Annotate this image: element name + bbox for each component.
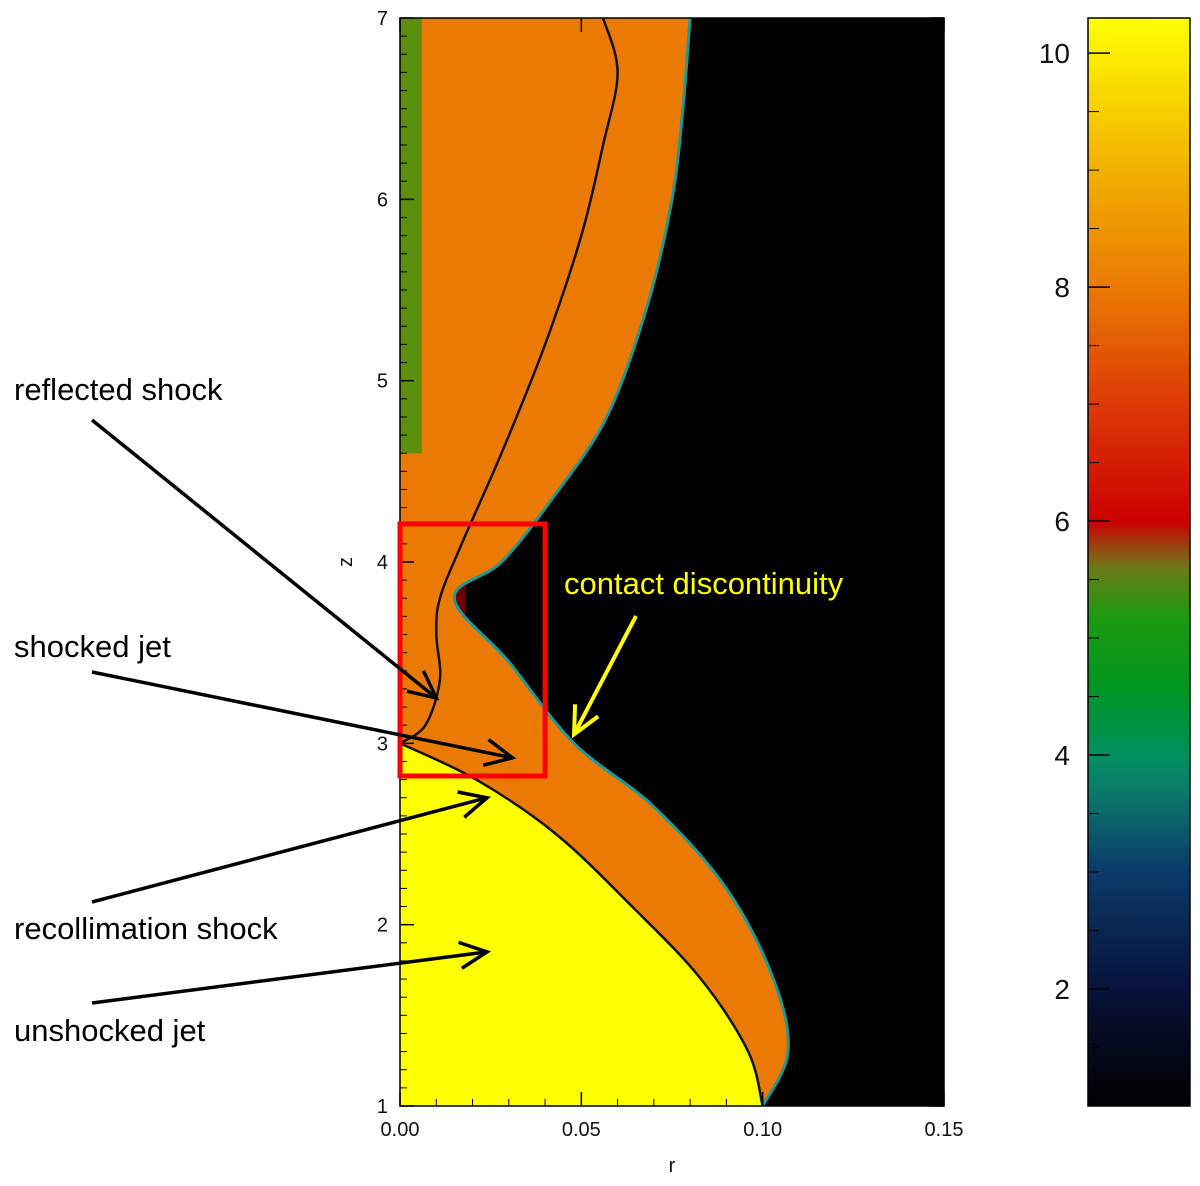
- plot-area: [400, 18, 944, 1106]
- reflected-shock-line: [400, 18, 619, 745]
- colorbar-tick-label: 8: [1054, 272, 1070, 303]
- unshocked-jet-region: [400, 743, 763, 1106]
- annotation-recollimation-shock: recollimation shock: [14, 911, 278, 946]
- annotation-contact-discontinuity: contact discontinuity: [564, 566, 844, 601]
- y-tick-label: 5: [377, 371, 388, 393]
- annotation-arrow-contact: [572, 615, 638, 736]
- colorbar-tick-label: 6: [1054, 506, 1070, 537]
- colorbar-tick-labels: 2 4 6 8 10: [1039, 38, 1070, 1005]
- annotation-arrowhead-unshocked: [458, 940, 492, 970]
- annotation-arrow-unshocked: [91, 950, 488, 1005]
- y-tick-label: 4: [377, 552, 388, 574]
- x-tick-label: 0.15: [925, 1119, 964, 1141]
- annotation-shocked-jet: shocked jet: [14, 629, 171, 664]
- annotation-arrow-recollimation: [91, 796, 488, 904]
- recollimation-shock-line: [400, 742, 764, 1106]
- highlight-box: [397, 521, 548, 779]
- y-tick-label: 3: [377, 733, 388, 755]
- annotation-arrow-reflected: [90, 418, 438, 700]
- x-axis-title: r: [669, 1155, 676, 1177]
- y-axis-tick-labels: 1 2 3 4 5 6 7: [377, 8, 388, 1118]
- annotation-arrowhead-contact: [571, 704, 600, 739]
- colorbar-ticks: [1088, 52, 1110, 1049]
- annotation-reflected-shock: reflected shock: [14, 372, 223, 407]
- annotation-unshocked-jet: unshocked jet: [14, 1013, 206, 1048]
- colorbar-tick-label: 10: [1039, 38, 1070, 69]
- y-axis-ticks: [400, 17, 944, 1107]
- y-tick-label: 6: [377, 189, 388, 211]
- x-tick-label: 0.00: [381, 1119, 420, 1141]
- contact-discontinuity-line: [452, 18, 790, 1106]
- annotation-arrowhead-reflected: [406, 670, 440, 701]
- annotation-arrowhead-shocked: [482, 738, 517, 767]
- x-axis-tick-labels: 0.00 0.05 0.10 0.15: [381, 1119, 964, 1141]
- colorbar-tick-label: 4: [1054, 740, 1070, 771]
- annotation-arrow-shocked: [91, 670, 513, 760]
- x-tick-label: 0.05: [562, 1119, 601, 1141]
- y-tick-label: 2: [377, 915, 388, 937]
- y-axis-title: z: [335, 557, 357, 567]
- annotation-arrowhead-recollimation: [457, 790, 491, 819]
- y-tick-label: 7: [377, 8, 388, 30]
- x-tick-label: 0.10: [743, 1119, 782, 1141]
- annotations: [90, 418, 638, 1005]
- colorbar: [1087, 17, 1191, 1107]
- y-tick-label: 1: [377, 1096, 388, 1118]
- x-axis-ticks: [399, 18, 945, 1106]
- colorbar-tick-label: 2: [1054, 974, 1070, 1005]
